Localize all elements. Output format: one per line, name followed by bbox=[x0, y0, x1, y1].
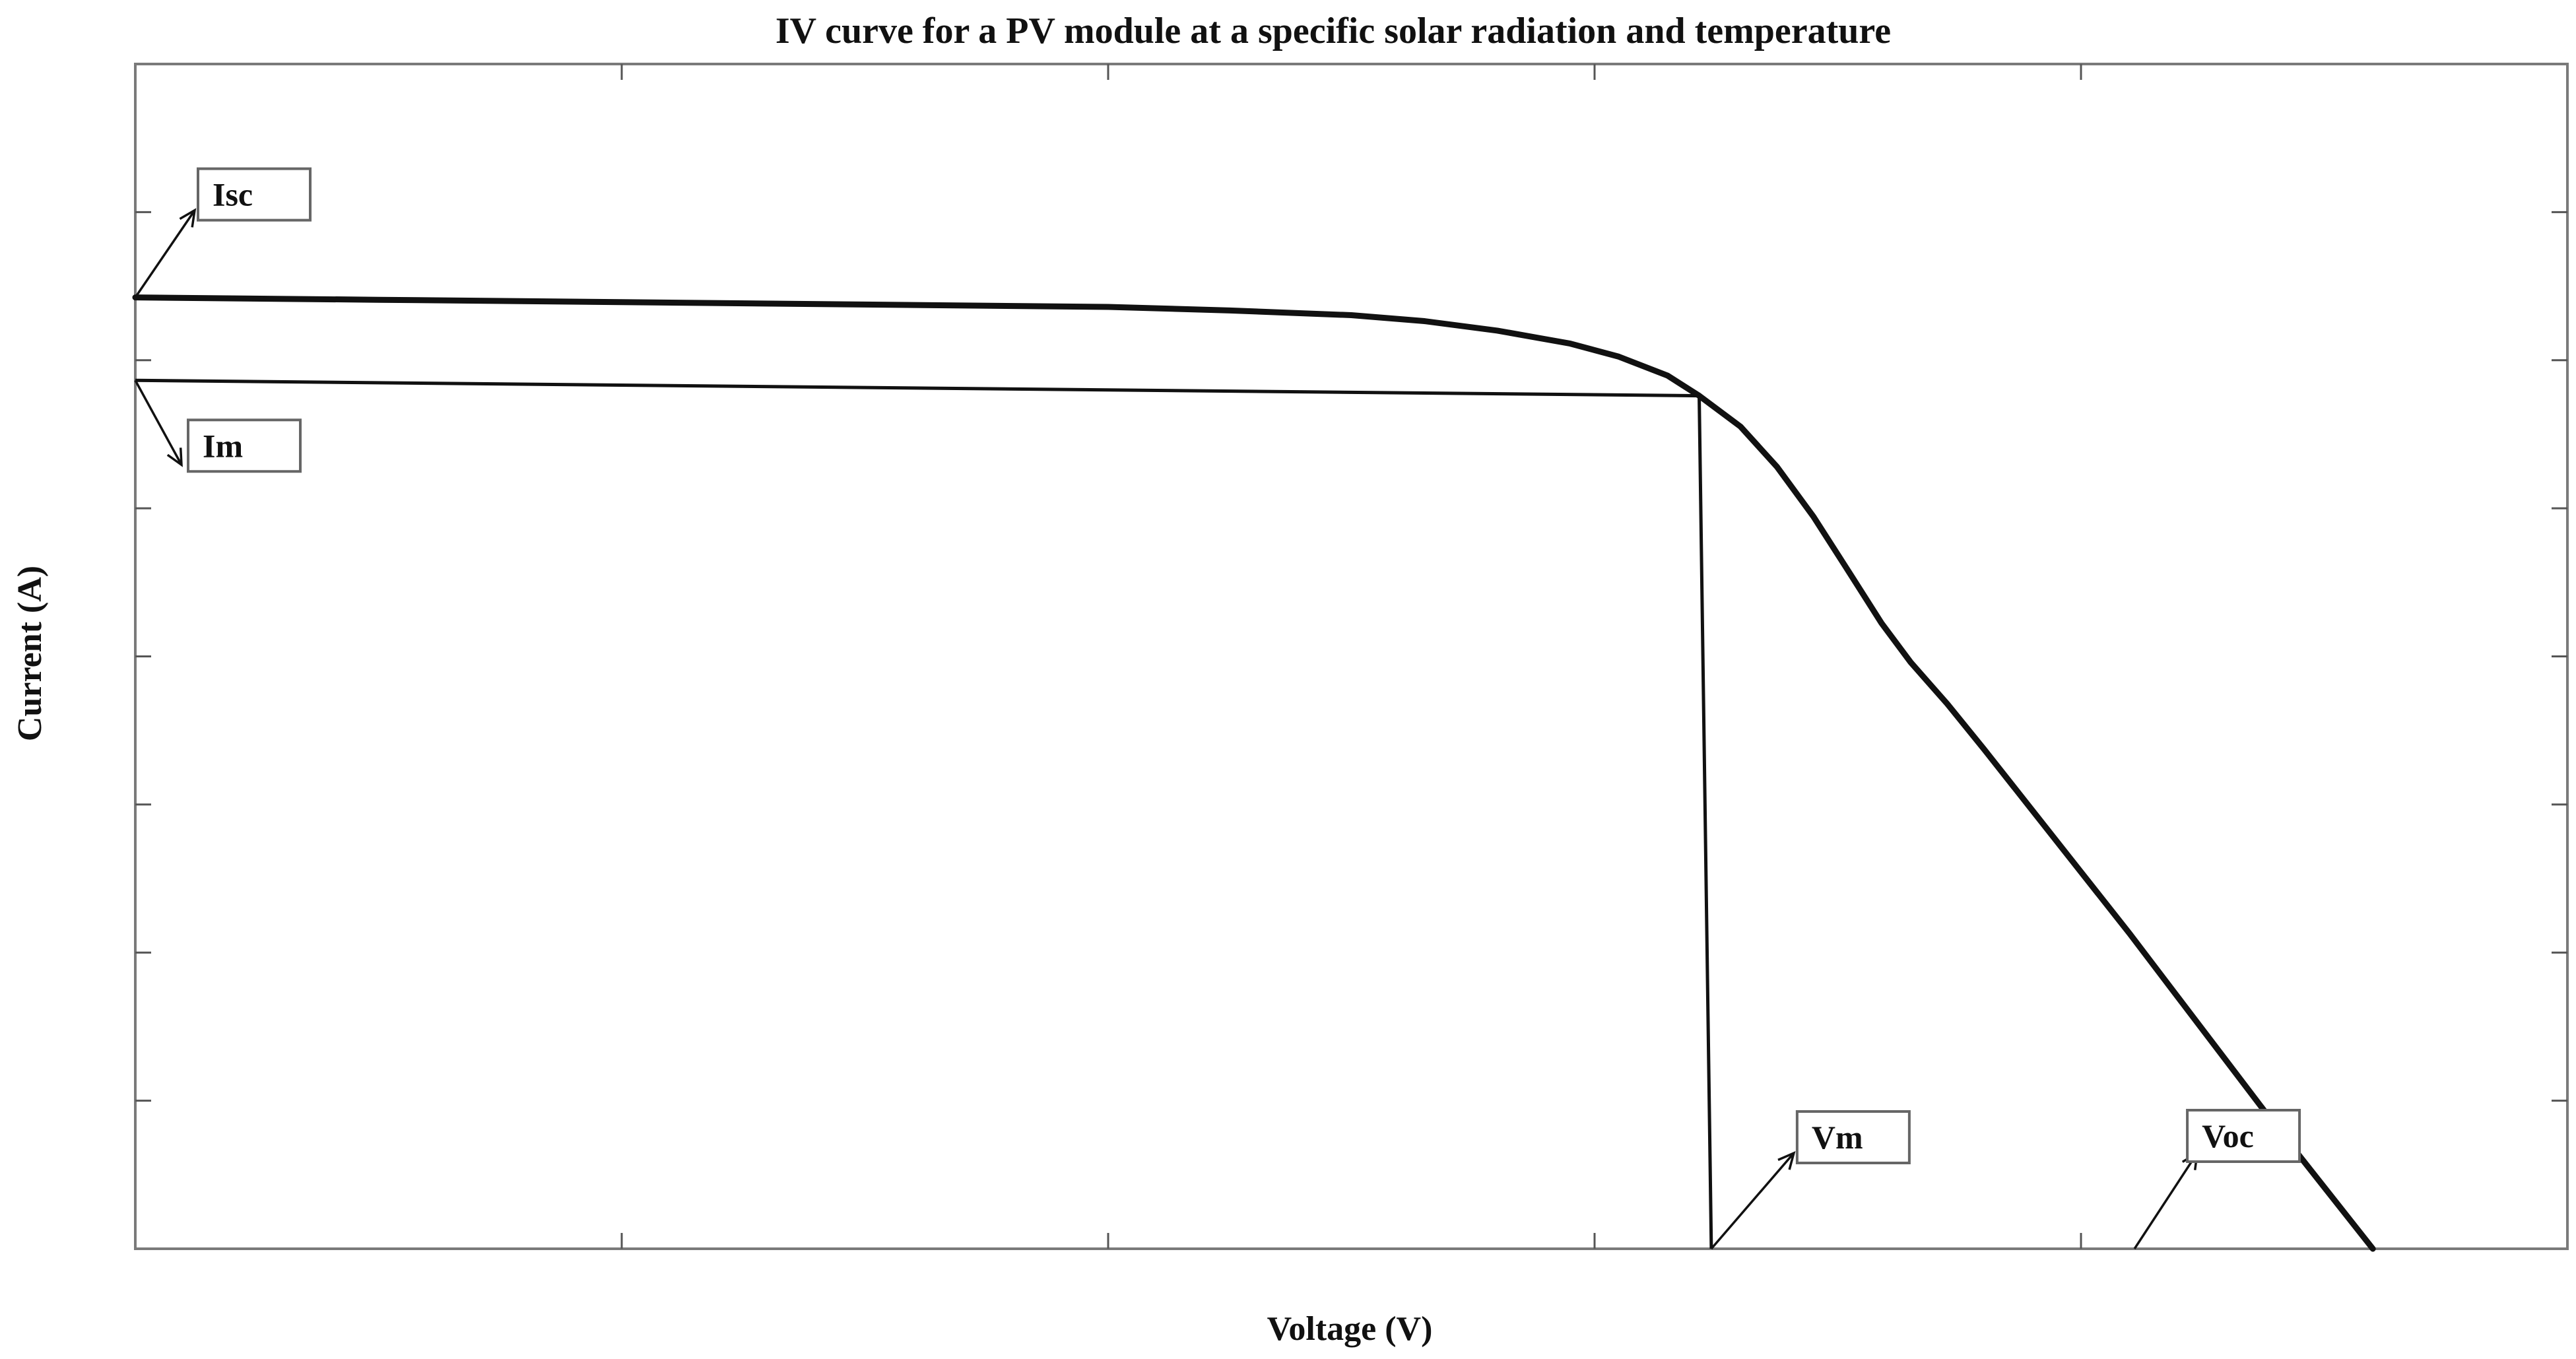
annotation-isc: Isc bbox=[134, 167, 312, 298]
annotation-arrowhead bbox=[179, 208, 197, 228]
max-power-guide-line bbox=[135, 378, 1713, 1249]
x-axis-label: Voltage (V) bbox=[1267, 1310, 1433, 1348]
annotation-box bbox=[2186, 1109, 2301, 1163]
annotation-box bbox=[187, 418, 302, 473]
annotation-voc: Voc bbox=[2133, 1109, 2301, 1249]
iv-curve-line bbox=[132, 294, 2376, 1252]
annotation-arrow bbox=[2133, 1152, 2198, 1249]
annotation-arrow bbox=[134, 209, 196, 298]
annotation-arrow bbox=[134, 380, 183, 466]
annotation-vm: Vm bbox=[1710, 1110, 1911, 1250]
chart-title: IV curve for a PV module at a specific s… bbox=[776, 11, 1891, 51]
y-axis-label: Current (A) bbox=[11, 566, 49, 741]
annotation-box bbox=[1795, 1110, 1911, 1164]
annotation-arrow bbox=[1710, 1152, 1795, 1250]
curve-annotations: Isc Im Vm Voc bbox=[134, 167, 2301, 1250]
annotation-label: Im bbox=[203, 427, 243, 464]
annotation-im: Im bbox=[134, 380, 302, 473]
annotation-label: Voc bbox=[2202, 1117, 2254, 1154]
annotation-box bbox=[197, 167, 312, 222]
plot-area-frame bbox=[134, 63, 2569, 1250]
axis-ticks bbox=[135, 64, 2567, 1249]
annotation-label: Vm bbox=[1812, 1119, 1863, 1156]
annotation-arrowhead bbox=[1777, 1150, 1796, 1170]
annotation-label: Isc bbox=[213, 176, 253, 213]
annotation-arrowhead bbox=[166, 447, 183, 467]
